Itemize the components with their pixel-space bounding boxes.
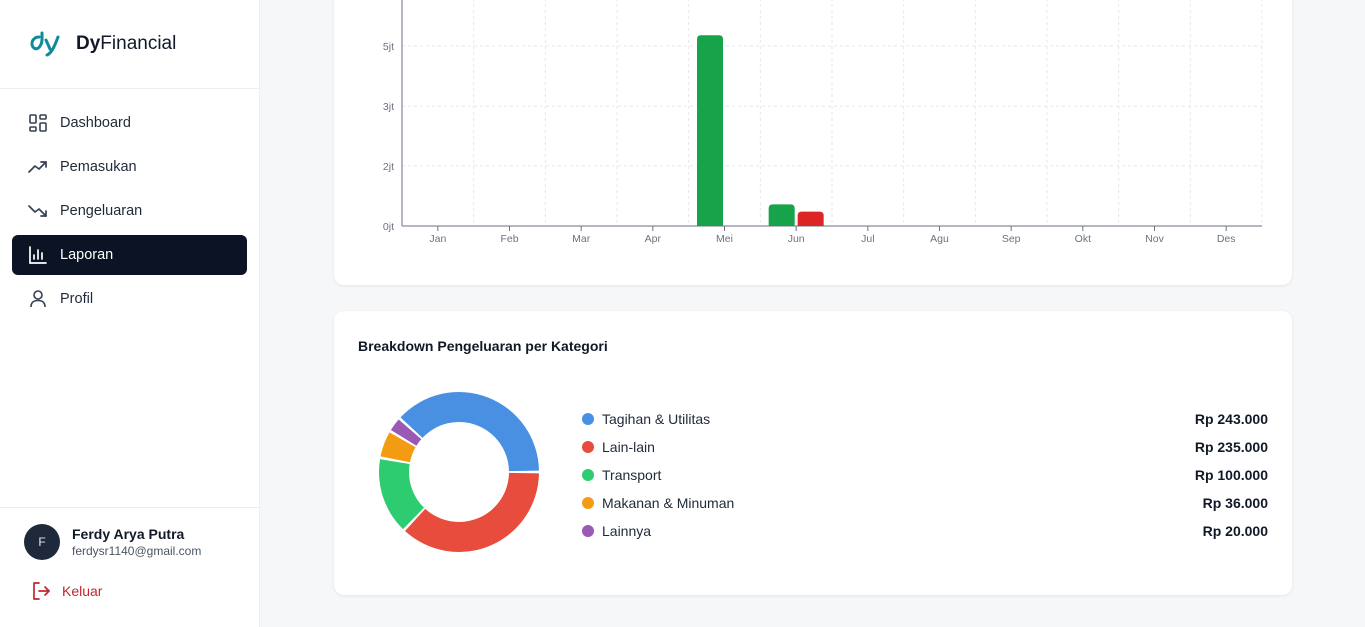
donut-slice-3[interactable] bbox=[380, 432, 416, 463]
nav-label: Pemasukan bbox=[60, 159, 137, 175]
bar-mei-0[interactable] bbox=[697, 35, 723, 227]
bar-jun-1[interactable] bbox=[797, 211, 824, 226]
x-tick-label: Okt bbox=[1075, 233, 1091, 245]
legend-value: Rp 20.000 bbox=[1202, 523, 1268, 539]
legend-item: Transport Rp 100.000 bbox=[582, 461, 1268, 489]
avatar: F bbox=[24, 524, 60, 560]
x-tick-label: Agu bbox=[930, 233, 949, 245]
logout-icon bbox=[32, 582, 50, 600]
x-tick-label: Apr bbox=[645, 233, 662, 245]
nav-item-profil[interactable]: Profil bbox=[12, 279, 247, 319]
nav-label: Profil bbox=[60, 291, 94, 307]
expense-breakdown-card: Breakdown Pengeluaran per Kategori Tagih… bbox=[334, 311, 1292, 595]
bar-jun-0[interactable] bbox=[768, 204, 795, 226]
donut-slice-4[interactable] bbox=[390, 419, 422, 446]
logout-label: Keluar bbox=[62, 583, 103, 599]
logout-button[interactable]: Keluar bbox=[0, 560, 259, 600]
legend-label: Transport bbox=[602, 467, 662, 483]
legend-value: Rp 36.000 bbox=[1202, 495, 1268, 511]
legend-label: Makanan & Minuman bbox=[602, 495, 735, 511]
nav-label: Pengeluaran bbox=[60, 203, 143, 219]
monthly-chart-card: 0jt 2jt 3jt 5jt Jan Feb Mar Apr Mei Jun Jul Agu Sep O… bbox=[334, 0, 1292, 285]
nav-item-pengeluaran[interactable]: Pengeluaran bbox=[12, 191, 247, 231]
donut-slice-0[interactable] bbox=[400, 392, 539, 472]
y-tick-label: 3jt bbox=[383, 101, 394, 113]
monthly-bar-chart: 0jt 2jt 3jt 5jt Jan Feb Mar Apr Mei Jun Jul Agu Sep O… bbox=[383, 0, 1263, 245]
x-tick-label: Mei bbox=[716, 233, 733, 245]
user-info[interactable]: F Ferdy Arya Putra ferdysr1140@gmail.com bbox=[0, 508, 259, 560]
x-tick-label: Mar bbox=[572, 233, 591, 245]
donut-slice-2[interactable] bbox=[379, 459, 424, 530]
nav-label: Laporan bbox=[60, 247, 114, 263]
legend-item: Makanan & Minuman Rp 36.000 bbox=[582, 489, 1268, 517]
legend-value: Rp 243.000 bbox=[1194, 411, 1268, 427]
y-tick-label: 2jt bbox=[383, 161, 394, 173]
user-icon bbox=[28, 289, 48, 309]
y-tick-label: 5jt bbox=[383, 41, 394, 53]
trending-down-icon bbox=[28, 201, 48, 221]
x-tick-label: Jul bbox=[861, 233, 874, 245]
legend-value: Rp 100.000 bbox=[1194, 467, 1268, 483]
brand-logo-icon bbox=[30, 31, 60, 57]
legend-dot bbox=[582, 497, 594, 509]
main-nav: Dashboard Pemasukan Pengeluaran Laporan … bbox=[0, 89, 259, 319]
x-tick-label: Sep bbox=[1002, 233, 1021, 245]
legend-label: Lain-lain bbox=[602, 439, 655, 455]
expense-donut-chart bbox=[379, 392, 539, 552]
legend-value: Rp 235.000 bbox=[1194, 439, 1268, 455]
donut-slice-1[interactable] bbox=[405, 472, 539, 552]
nav-label: Dashboard bbox=[60, 115, 131, 131]
nav-item-dashboard[interactable]: Dashboard bbox=[12, 103, 247, 143]
expense-legend: Tagihan & Utilitas Rp 243.000 Lain-lain Rp … bbox=[582, 405, 1268, 545]
bar-chart-icon bbox=[28, 245, 48, 265]
legend-dot bbox=[582, 525, 594, 537]
trending-up-icon bbox=[28, 157, 48, 177]
legend-label: Tagihan & Utilitas bbox=[602, 411, 711, 427]
x-tick-label: Jan bbox=[429, 233, 446, 245]
legend-item: Lain-lain Rp 235.000 bbox=[582, 433, 1268, 461]
nav-item-laporan[interactable]: Laporan bbox=[12, 235, 247, 275]
legend-dot bbox=[582, 413, 594, 425]
brand[interactable]: DyFinancial bbox=[0, 0, 259, 89]
legend-item: Tagihan & Utilitas Rp 243.000 bbox=[582, 405, 1268, 433]
brand-name: DyFinancial bbox=[76, 33, 177, 54]
user-name: Ferdy Arya Putra bbox=[72, 526, 185, 542]
grid-icon bbox=[28, 113, 48, 133]
breakdown-title: Breakdown Pengeluaran per Kategori bbox=[358, 338, 608, 354]
sidebar: DyFinancial Dashboard Pemasukan Pengelua… bbox=[0, 0, 260, 627]
x-tick-label: Jun bbox=[788, 233, 805, 245]
x-tick-label: Feb bbox=[500, 233, 518, 245]
legend-item: Lainnya Rp 20.000 bbox=[582, 517, 1268, 545]
legend-dot bbox=[582, 441, 594, 453]
user-email: ferdysr1140@gmail.com bbox=[72, 544, 202, 558]
legend-label: Lainnya bbox=[602, 523, 652, 539]
x-tick-label: Nov bbox=[1145, 233, 1164, 245]
y-tick-label: 0jt bbox=[383, 221, 394, 233]
nav-item-pemasukan[interactable]: Pemasukan bbox=[12, 147, 247, 187]
x-tick-label: Des bbox=[1217, 233, 1236, 245]
legend-dot bbox=[582, 469, 594, 481]
user-panel: F Ferdy Arya Putra ferdysr1140@gmail.com… bbox=[0, 507, 259, 627]
